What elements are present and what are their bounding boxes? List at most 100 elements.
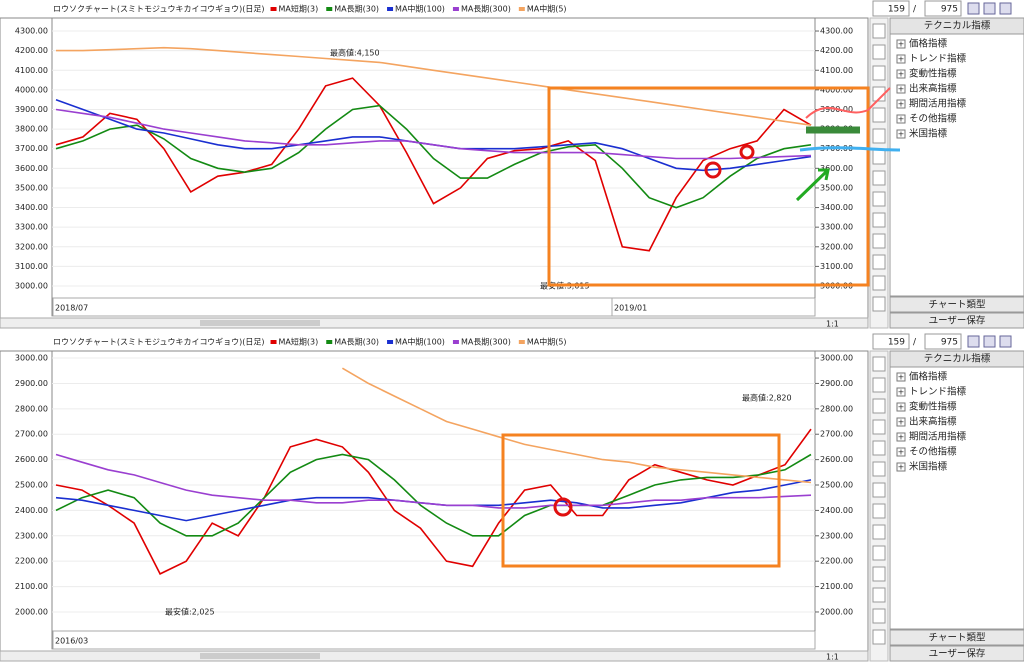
y-tick-label: 3800.00	[15, 125, 48, 134]
sidebar-item[interactable]: 価格指標	[909, 371, 948, 383]
y-tick-label: 2900.00	[15, 379, 48, 388]
sidebar-item[interactable]: 出来高指標	[909, 83, 957, 95]
tool-icon[interactable]	[872, 629, 886, 645]
highlight	[547, 86, 870, 287]
y-tick-label: 2700.00	[15, 430, 48, 439]
tool-icon[interactable]	[872, 440, 886, 456]
sidebar-item[interactable]: トレンド指標	[909, 386, 967, 398]
tool-icon[interactable]	[872, 170, 886, 186]
tool-icon[interactable]	[872, 65, 886, 81]
y-tick-label: 2500.00	[15, 481, 48, 490]
expand-box[interactable]	[896, 372, 906, 382]
sidebar-button-label[interactable]: チャート類型	[929, 633, 986, 644]
y-tick-label-right: 3300.00	[820, 223, 853, 232]
sidebar-button[interactable]	[889, 645, 1024, 662]
legend-swatch	[452, 7, 459, 11]
tool-icon[interactable]	[872, 566, 886, 582]
tool-icon[interactable]	[872, 191, 886, 207]
tool-icon[interactable]	[872, 128, 886, 144]
toolbar-icon[interactable]	[983, 2, 996, 15]
expand-box[interactable]	[896, 84, 906, 94]
tool-icon[interactable]	[872, 524, 886, 540]
page-current: 159	[888, 5, 905, 15]
sidebar-item[interactable]: トレンド指標	[909, 53, 967, 65]
tool-icon[interactable]	[872, 296, 886, 312]
highlight	[799, 146, 901, 152]
sidebar-button-label[interactable]: チャート類型	[929, 300, 986, 311]
tool-icon[interactable]	[872, 461, 886, 477]
sidebar-item[interactable]: その他指標	[909, 446, 957, 458]
tool-icon[interactable]	[872, 212, 886, 228]
sidebar-item[interactable]: 変動性指標	[909, 68, 957, 80]
tool-icon[interactable]	[872, 23, 886, 39]
legend-swatch	[452, 340, 459, 344]
sidebar-button-label[interactable]: ユーザー保存	[929, 315, 986, 327]
tool-icon[interactable]	[872, 608, 886, 624]
expand-box[interactable]	[896, 99, 906, 109]
sidebar-item[interactable]: 米国指標	[909, 461, 948, 473]
scroll-thumb[interactable]	[200, 320, 320, 326]
highlight	[739, 144, 755, 160]
y-tick-label: 2600.00	[15, 455, 48, 464]
tool-icon[interactable]	[872, 419, 886, 435]
tool-icon[interactable]	[872, 377, 886, 393]
toolbar-icon[interactable]	[999, 2, 1012, 15]
tool-icon[interactable]	[872, 587, 886, 603]
sidebar-item[interactable]: 出来高指標	[909, 416, 957, 428]
y-tick-label-right: 2300.00	[820, 531, 853, 540]
tool-icon[interactable]	[872, 107, 886, 123]
tool-icon[interactable]	[872, 482, 886, 498]
sidebar-item[interactable]: 価格指標	[909, 38, 948, 50]
legend-swatch	[326, 340, 333, 344]
sidebar-button[interactable]	[889, 312, 1024, 329]
sidebar-item[interactable]: 期間活用指標	[909, 98, 967, 110]
sidebar-item[interactable]: 米国指標	[909, 128, 948, 140]
tool-icon[interactable]	[872, 254, 886, 270]
expand-box[interactable]	[896, 447, 906, 457]
scrollbar[interactable]	[0, 650, 869, 662]
tool-icon[interactable]	[872, 398, 886, 414]
expand-box[interactable]	[896, 69, 906, 79]
expand-box[interactable]	[896, 114, 906, 124]
expand-box[interactable]	[896, 129, 906, 139]
y-tick-label: 3400.00	[15, 203, 48, 212]
expand-box[interactable]	[896, 54, 906, 64]
sidebar-item[interactable]: 変動性指標	[909, 401, 957, 413]
tool-icon[interactable]	[872, 149, 886, 165]
tool-icon[interactable]	[872, 356, 886, 372]
scroll-thumb[interactable]	[200, 653, 320, 659]
sidebar-item[interactable]: 期間活用指標	[909, 431, 967, 443]
tool-icon[interactable]	[872, 44, 886, 60]
tool-icon[interactable]	[872, 275, 886, 291]
expand-box[interactable]	[896, 432, 906, 442]
expand-box[interactable]	[896, 39, 906, 49]
expand-box[interactable]	[896, 387, 906, 397]
sidebar-item[interactable]: その他指標	[909, 113, 957, 125]
expand-box[interactable]	[896, 462, 906, 472]
toolbar-icon[interactable]	[999, 335, 1012, 348]
tool-icon[interactable]	[872, 545, 886, 561]
y-tick-label-right: 4300.00	[820, 27, 853, 36]
legend-label: MA長期(30)	[334, 5, 379, 14]
toolbar-icon[interactable]	[967, 2, 980, 15]
sidebar-button-label[interactable]: ユーザー保存	[929, 648, 986, 660]
scrollbar[interactable]	[0, 317, 869, 329]
toolbar-icon[interactable]	[983, 335, 996, 348]
tool-icon[interactable]	[872, 233, 886, 249]
page-current: 159	[888, 338, 905, 348]
y-tick-label: 4300.00	[15, 27, 48, 36]
sidebar-button[interactable]	[889, 296, 1024, 313]
date-strip	[51, 630, 816, 650]
page-input[interactable]	[872, 0, 910, 17]
expand-box[interactable]	[896, 402, 906, 412]
toolbar-icon[interactable]	[967, 335, 980, 348]
tool-icon[interactable]	[872, 503, 886, 519]
expand-box[interactable]	[896, 417, 906, 427]
page-input[interactable]	[872, 333, 910, 350]
legend-swatch	[387, 340, 394, 344]
y-tick-label: 2800.00	[15, 404, 48, 413]
sidebar-button[interactable]	[889, 629, 1024, 646]
y-tick-label: 4000.00	[15, 85, 48, 94]
sidebar-panel	[889, 17, 1024, 297]
